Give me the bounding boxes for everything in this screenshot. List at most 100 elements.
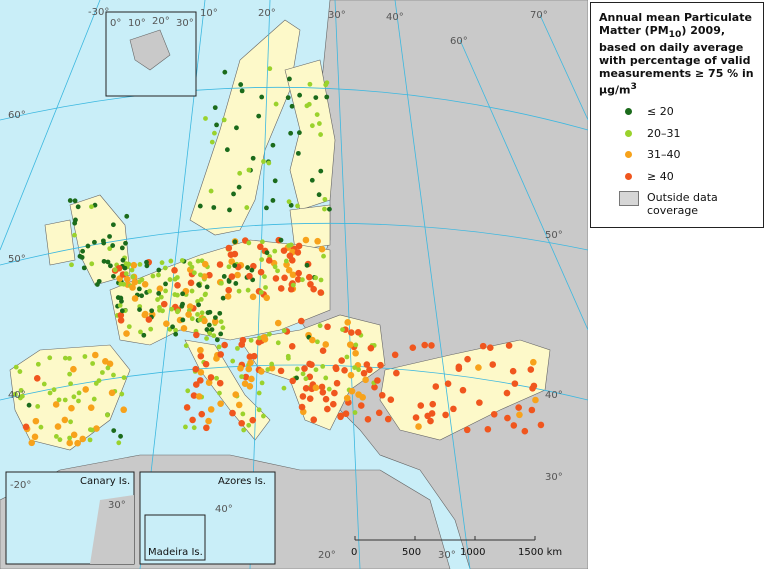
inset-canary (5, 471, 135, 565)
station (92, 351, 99, 359)
station (521, 427, 529, 435)
station (249, 416, 257, 424)
station (283, 261, 290, 268)
station (429, 400, 437, 408)
station (192, 381, 200, 388)
station (179, 303, 185, 309)
station (57, 437, 63, 443)
station (75, 204, 81, 210)
station (111, 372, 116, 378)
station (428, 342, 435, 349)
station (272, 178, 278, 184)
station (239, 88, 245, 94)
station (138, 329, 143, 335)
station (118, 433, 123, 439)
station (12, 391, 18, 397)
inset-label: Madeira Is. (148, 547, 203, 558)
station (259, 257, 265, 263)
graticule-label: 40° (545, 390, 563, 401)
station (163, 281, 168, 287)
station (232, 239, 238, 245)
station (305, 273, 313, 281)
station (197, 346, 204, 354)
station (371, 383, 378, 391)
station (120, 257, 126, 263)
station (217, 390, 222, 396)
station (197, 317, 203, 323)
station (179, 258, 185, 263)
station (205, 417, 212, 425)
stations (12, 66, 545, 447)
station (150, 273, 156, 279)
graticule-label: 60° (450, 36, 468, 47)
station (256, 407, 262, 413)
station (206, 322, 212, 328)
station (314, 112, 320, 118)
station (144, 259, 149, 265)
station (217, 310, 223, 316)
station (213, 315, 218, 320)
station (74, 439, 81, 447)
map: -30° 10° 20° 30° 40° 60° 70° 60° 50° 40°… (0, 0, 588, 569)
station (85, 243, 91, 249)
station (41, 381, 47, 387)
station (163, 320, 170, 327)
station (123, 330, 130, 337)
station (214, 337, 220, 343)
graticule-label: 30° (108, 500, 126, 511)
station (234, 271, 241, 279)
station (300, 371, 306, 377)
station (124, 213, 130, 219)
station (238, 419, 245, 427)
station (409, 344, 417, 351)
station (180, 324, 188, 332)
station (54, 423, 62, 430)
station (317, 323, 323, 329)
station (207, 374, 215, 381)
station (348, 387, 356, 395)
station (123, 271, 129, 277)
scale-label: 500 (402, 547, 421, 558)
station (212, 130, 217, 136)
legend-label: 20–31 (647, 126, 681, 140)
graticule-label: 60° (8, 110, 26, 121)
station (87, 404, 95, 411)
scale-label: 1500 km (518, 547, 562, 558)
station (245, 265, 250, 270)
station (318, 383, 326, 391)
station (192, 365, 200, 373)
station (191, 270, 197, 276)
station (260, 334, 268, 341)
station (67, 435, 72, 441)
station (341, 366, 348, 374)
station (17, 394, 23, 400)
station (90, 361, 96, 366)
station (156, 272, 161, 278)
legend-swatch (625, 129, 632, 137)
station (258, 368, 265, 375)
station (391, 351, 399, 359)
station (139, 277, 145, 283)
station (121, 375, 127, 381)
station (237, 170, 243, 176)
station (211, 205, 217, 210)
inset-svalbard (105, 11, 197, 97)
station (264, 205, 269, 211)
station (105, 412, 110, 418)
station (289, 377, 296, 385)
station (266, 160, 272, 166)
station (245, 365, 253, 373)
station (450, 405, 457, 413)
station (232, 391, 240, 398)
station (363, 361, 371, 368)
station (137, 307, 142, 313)
station (96, 378, 102, 383)
station (263, 285, 268, 290)
title-part: 10 (668, 29, 682, 41)
station (319, 347, 327, 355)
station (315, 339, 320, 345)
station (232, 263, 238, 268)
station (288, 130, 294, 136)
title-part: 3 (630, 81, 637, 93)
station (432, 383, 440, 390)
